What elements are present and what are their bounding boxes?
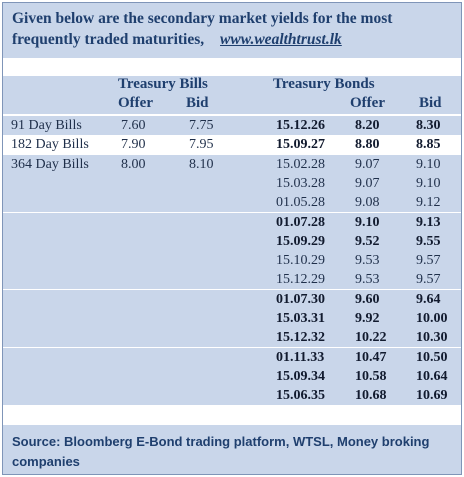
bonds-offer-header: Offer xyxy=(350,95,385,111)
source-text: Source: Bloomberg E-Bond trading platfor… xyxy=(12,434,430,469)
title-line-2: frequently traded maturities, www.wealth… xyxy=(12,31,342,49)
bond-bid: 9.55 xyxy=(416,234,441,249)
table-row: 182 Day Bills 7.90 7.95 15.09.27 8.80 8.85 xyxy=(3,135,461,154)
table-row: 15.12.29 9.53 9.57 xyxy=(3,270,461,289)
bond-offer: 9.53 xyxy=(355,272,380,287)
bond-maturity: 15.10.29 xyxy=(276,253,325,268)
table-row: 15.12.32 10.22 10.30 xyxy=(3,328,461,347)
bond-maturity: 15.03.31 xyxy=(276,311,325,326)
bill-name: 182 Day Bills xyxy=(11,137,89,152)
bill-bid: 8.10 xyxy=(189,157,214,172)
bond-offer: 9.60 xyxy=(355,292,380,307)
title-line-1: Given below are the secondary market yie… xyxy=(12,10,393,27)
title-line-2-text: frequently traded maturities, xyxy=(12,31,205,48)
title-banner: Given below are the secondary market yie… xyxy=(3,3,461,58)
table-row: 15.06.35 10.68 10.69 xyxy=(3,386,461,405)
bond-bid: 8.85 xyxy=(416,137,441,152)
bond-bid: 9.57 xyxy=(416,253,441,268)
section-header-row: Treasury Bills Treasury Bonds xyxy=(3,76,461,95)
bond-bid: 9.13 xyxy=(416,215,441,230)
bond-maturity: 15.09.29 xyxy=(276,234,325,249)
bond-offer: 9.52 xyxy=(355,234,380,249)
table-row: 15.09.34 10.58 10.64 xyxy=(3,367,461,386)
bond-bid: 10.30 xyxy=(416,330,448,345)
table-row: 364 Day Bills 8.00 8.10 15.02.28 9.07 9.10 xyxy=(3,155,461,174)
bills-offer-header: Offer xyxy=(118,95,153,111)
bond-bid: 8.30 xyxy=(416,118,441,133)
column-header-row: Offer Bid Offer Bid xyxy=(3,95,461,114)
bond-offer: 9.53 xyxy=(355,253,380,268)
bond-maturity: 15.02.28 xyxy=(276,157,325,172)
bond-offer: 9.08 xyxy=(355,195,380,210)
table-row: 01.05.28 9.08 9.12 xyxy=(3,193,461,212)
table-row: 01.07.28 9.10 9.13 xyxy=(3,213,461,232)
table-row: 01.07.30 9.60 9.64 xyxy=(3,290,461,309)
bond-maturity: 15.09.27 xyxy=(276,137,325,152)
bond-bid: 9.10 xyxy=(416,157,441,172)
bond-bid: 9.10 xyxy=(416,176,441,191)
source-footer: Source: Bloomberg E-Bond trading platfor… xyxy=(3,425,461,474)
bond-bid: 10.00 xyxy=(416,311,448,326)
bill-offer: 7.90 xyxy=(121,137,146,152)
bond-bid: 10.69 xyxy=(416,388,448,403)
bill-name: 91 Day Bills xyxy=(11,118,82,133)
treasury-bills-header: Treasury Bills xyxy=(118,76,208,92)
spacer xyxy=(3,58,461,76)
bond-offer: 8.20 xyxy=(355,118,380,133)
bond-maturity: 15.12.29 xyxy=(276,272,325,287)
bond-offer: 10.58 xyxy=(355,369,387,384)
bond-maturity: 15.12.32 xyxy=(276,330,325,345)
bond-offer: 10.47 xyxy=(355,350,387,365)
bill-bid: 7.75 xyxy=(189,118,214,133)
bond-offer: 9.07 xyxy=(355,176,380,191)
bond-offer: 10.22 xyxy=(355,330,387,345)
bond-bid: 9.64 xyxy=(416,292,441,307)
wealthtrust-link[interactable]: www.wealthtrust.lk xyxy=(220,31,342,48)
table-row: 15.09.29 9.52 9.55 xyxy=(3,232,461,251)
bond-maturity: 15.06.35 xyxy=(276,388,325,403)
bond-maturity: 15.03.28 xyxy=(276,176,325,191)
bill-name: 364 Day Bills xyxy=(11,157,89,172)
bill-bid: 7.95 xyxy=(189,137,214,152)
bond-offer: 9.92 xyxy=(355,311,380,326)
bond-maturity: 15.09.34 xyxy=(276,369,325,384)
bond-maturity: 01.07.28 xyxy=(276,215,325,230)
bonds-bid-header: Bid xyxy=(419,95,442,111)
table-row: 15.03.28 9.07 9.10 xyxy=(3,174,461,193)
table-row: 91 Day Bills 7.60 7.75 15.12.26 8.20 8.30 xyxy=(3,116,461,135)
bond-offer: 9.07 xyxy=(355,157,380,172)
bond-offer: 10.68 xyxy=(355,388,387,403)
table-row: 01.11.33 10.47 10.50 xyxy=(3,348,461,367)
bond-bid: 10.50 xyxy=(416,350,448,365)
table-row: 15.10.29 9.53 9.57 xyxy=(3,251,461,270)
bond-offer: 8.80 xyxy=(355,137,380,152)
table-row: 15.03.31 9.92 10.00 xyxy=(3,309,461,328)
bill-offer: 7.60 xyxy=(121,118,146,133)
treasury-bonds-header: Treasury Bonds xyxy=(273,76,375,92)
bill-offer: 8.00 xyxy=(121,157,146,172)
bond-maturity: 01.07.30 xyxy=(276,292,325,307)
bond-bid: 9.57 xyxy=(416,272,441,287)
bond-offer: 9.10 xyxy=(355,215,380,230)
bond-maturity: 15.12.26 xyxy=(276,118,325,133)
bond-maturity: 01.11.33 xyxy=(276,350,325,365)
bills-bid-header: Bid xyxy=(186,95,209,111)
bond-bid: 10.64 xyxy=(416,369,448,384)
bond-bid: 9.12 xyxy=(416,195,441,210)
bond-maturity: 01.05.28 xyxy=(276,195,325,210)
